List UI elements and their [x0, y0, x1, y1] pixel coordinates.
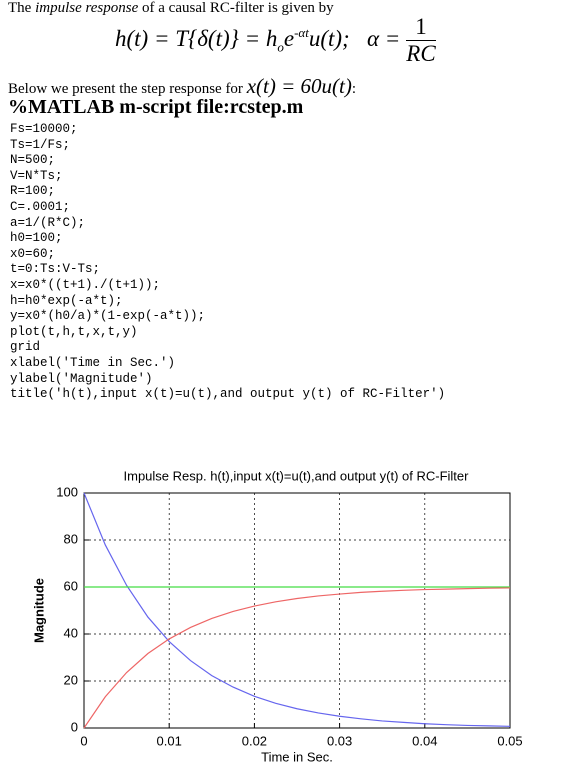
code-line: Fs=10000;	[10, 122, 78, 136]
text: of a causal RC-filter is given by	[138, 0, 334, 16]
y-tick-label: 100	[56, 484, 78, 499]
y-tick-label: 80	[64, 531, 78, 546]
code-line: ylabel('Magnitude')	[10, 371, 153, 386]
fraction: 1 RC	[406, 14, 436, 67]
eq-part: -αt	[294, 25, 309, 41]
eq-part: RC	[406, 41, 436, 66]
equation: h(t) = T{δ(t)} = hoe-αtu(t); α = 1 RC	[115, 14, 436, 67]
code-line: R=100;	[10, 184, 56, 199]
code-block: Fs=10000; Ts=1/Fs; N=500; V=N*Ts; R=100; C=.0…	[10, 122, 445, 403]
code-line: plot(t,h,t,x,t,y)	[10, 324, 138, 339]
text: Below we present the step response for	[8, 81, 247, 97]
chart: 0 20 40 60 80 100 0 0.01 0.02 0.03 0.04 0.05 Impulse…	[31, 468, 522, 764]
code-line: V=N*Ts;	[10, 168, 63, 183]
text: The	[8, 0, 36, 16]
code-line: C=.0001;	[10, 199, 71, 214]
eq-part: e	[283, 25, 295, 51]
code-line: y=x0*(h0/a)*(1-exp(-a*t));	[10, 309, 206, 324]
eq-part: o	[277, 39, 284, 55]
code-line: t=0:Ts:V-Ts;	[10, 262, 101, 277]
eq-part: 1	[406, 14, 436, 41]
x-tick-label: 0.01	[157, 733, 182, 748]
y-tick-label: 60	[64, 578, 78, 593]
x-tick-label: 0.04	[412, 733, 437, 748]
heading: %MATLAB m-script file:rcstep.m	[8, 96, 304, 118]
plot-area	[83, 492, 511, 729]
code-line: h=h0*exp(-a*t);	[10, 293, 123, 308]
eq-part: u(t); α =	[308, 25, 401, 51]
x-tick-label: 0.03	[327, 733, 352, 748]
x-tick-label: 0.05	[497, 733, 522, 748]
code-line: x0=60;	[10, 246, 56, 261]
x-tick-label: 0.02	[242, 733, 267, 748]
y-axis-label: Magnitude	[31, 578, 46, 643]
code-line: h0=100;	[10, 231, 63, 246]
series-line	[83, 492, 511, 727]
series-line	[83, 587, 511, 729]
y-tick-label: 20	[64, 672, 78, 687]
code-line: x=x0*((t+1)./(t+1));	[10, 277, 161, 292]
y-tick-label: 40	[64, 625, 78, 640]
eq-part: h(t) = T{δ(t)} = h	[115, 25, 278, 51]
text: x(t) = 60u(t)	[246, 74, 352, 98]
code-line: N=500;	[10, 153, 56, 168]
intro: The impulse response of a causal RC-filt…	[8, 0, 334, 17]
y-tick-label: 0	[71, 719, 78, 734]
step-text: Below we present the step response for x…	[8, 74, 356, 99]
code-line: title('h(t),input x(t)=u(t),and output y…	[10, 387, 446, 402]
chart-title: Impulse Resp. h(t),input x(t)=u(t),and o…	[124, 468, 470, 483]
code-line: grid	[10, 340, 41, 355]
x-axis-label: Time in Sec.	[261, 749, 333, 764]
text: :	[351, 81, 356, 97]
x-tick-label: 0	[80, 733, 87, 748]
code-line: a=1/(R*C);	[10, 215, 86, 230]
code-line: Ts=1/Fs;	[10, 137, 71, 152]
code-line: xlabel('Time in Sec.')	[10, 355, 176, 370]
text: impulse response	[35, 0, 139, 16]
